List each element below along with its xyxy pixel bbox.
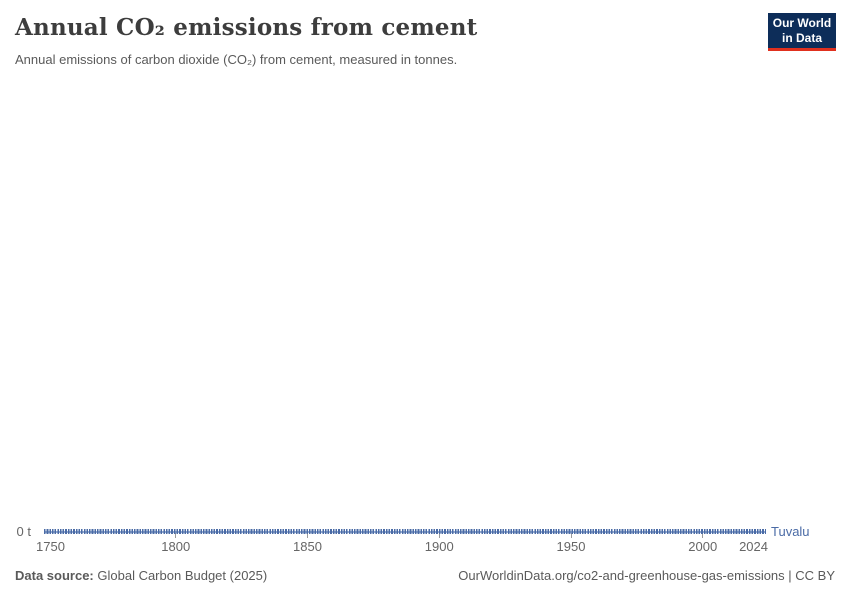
- x-axis-tick-label: 1900: [424, 539, 454, 554]
- owid-logo[interactable]: Our World in Data: [768, 13, 836, 51]
- x-axis-tick-label: 2000: [688, 539, 718, 554]
- tuvalu-series-line[interactable]: [44, 529, 766, 534]
- x-axis-tick-label: 1750: [36, 539, 65, 554]
- x-axis-tick-label: 1800: [161, 539, 191, 554]
- owid-logo-line2: in Data: [781, 30, 822, 45]
- x-axis-tick-mark: [175, 531, 177, 538]
- data-source-note: Data source: Global Carbon Budget (2025): [15, 568, 267, 583]
- series-label-tuvalu[interactable]: Tuvalu: [771, 524, 810, 539]
- x-axis-tick-label: 1850: [293, 539, 322, 554]
- x-axis-tick-label: 2024: [739, 539, 768, 554]
- data-source-text: Global Carbon Budget (2025): [97, 568, 268, 583]
- x-axis-tick-label: 1950: [556, 539, 586, 554]
- x-axis-tick-mark: [438, 531, 440, 538]
- y-axis-zero-label: 0 t: [16, 524, 31, 539]
- x-axis-tick-mark: [307, 531, 308, 538]
- chart-subtitle: Annual emissions of carbon dioxide (CO₂)…: [15, 52, 458, 67]
- data-source-label: Data source:: [15, 568, 94, 583]
- x-axis-tick-mark: [570, 531, 572, 538]
- x-axis-tick-mark: [702, 531, 704, 538]
- owid-logo-line1: Our World: [772, 15, 832, 30]
- page-title: Annual CO₂ emissions from cement: [15, 14, 478, 41]
- citation-note: OurWorldinData.org/co2-and-greenhouse-ga…: [458, 568, 835, 583]
